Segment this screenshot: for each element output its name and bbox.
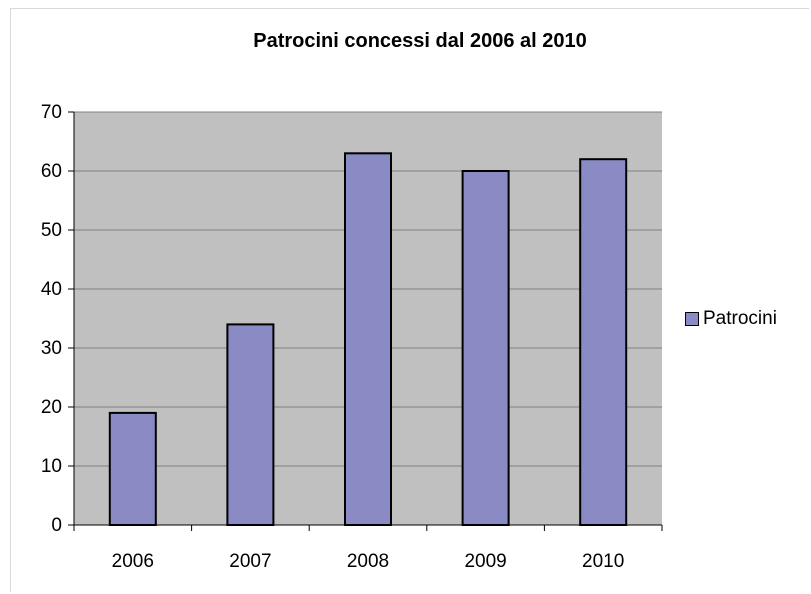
bar <box>108 411 157 526</box>
x-tick-label: 2006 <box>112 551 154 572</box>
y-tick-label: 20 <box>41 397 62 418</box>
bars <box>108 152 628 527</box>
y-tick-label: 0 <box>51 515 62 536</box>
chart-title: Patrocini concessi dal 2006 al 2010 <box>253 30 587 52</box>
axes <box>68 111 663 531</box>
y-tick-label: 10 <box>41 456 62 477</box>
legend: Patrocini <box>685 308 777 330</box>
y-tick-label: 40 <box>41 279 62 300</box>
bar <box>344 152 392 527</box>
bar <box>461 170 510 526</box>
x-tick-labels: 2006 2007 2008 2009 2010 <box>112 551 625 572</box>
y-tick-label: 60 <box>41 161 62 182</box>
y-tick-label: 50 <box>41 220 62 241</box>
y-tick-label: 70 <box>41 102 62 123</box>
x-tick-label: 2010 <box>582 551 624 572</box>
x-tick-label: 2008 <box>347 551 389 572</box>
x-tick-label: 2009 <box>464 551 506 572</box>
y-tick-labels: 0 10 20 30 40 50 60 70 <box>41 102 62 536</box>
bar <box>579 158 628 526</box>
legend-label: Patrocini <box>703 308 777 329</box>
bar <box>226 323 275 526</box>
x-tick-label: 2007 <box>229 551 271 572</box>
y-tick-label: 30 <box>41 338 62 359</box>
legend-swatch <box>685 312 699 326</box>
chart-frame <box>10 8 809 592</box>
